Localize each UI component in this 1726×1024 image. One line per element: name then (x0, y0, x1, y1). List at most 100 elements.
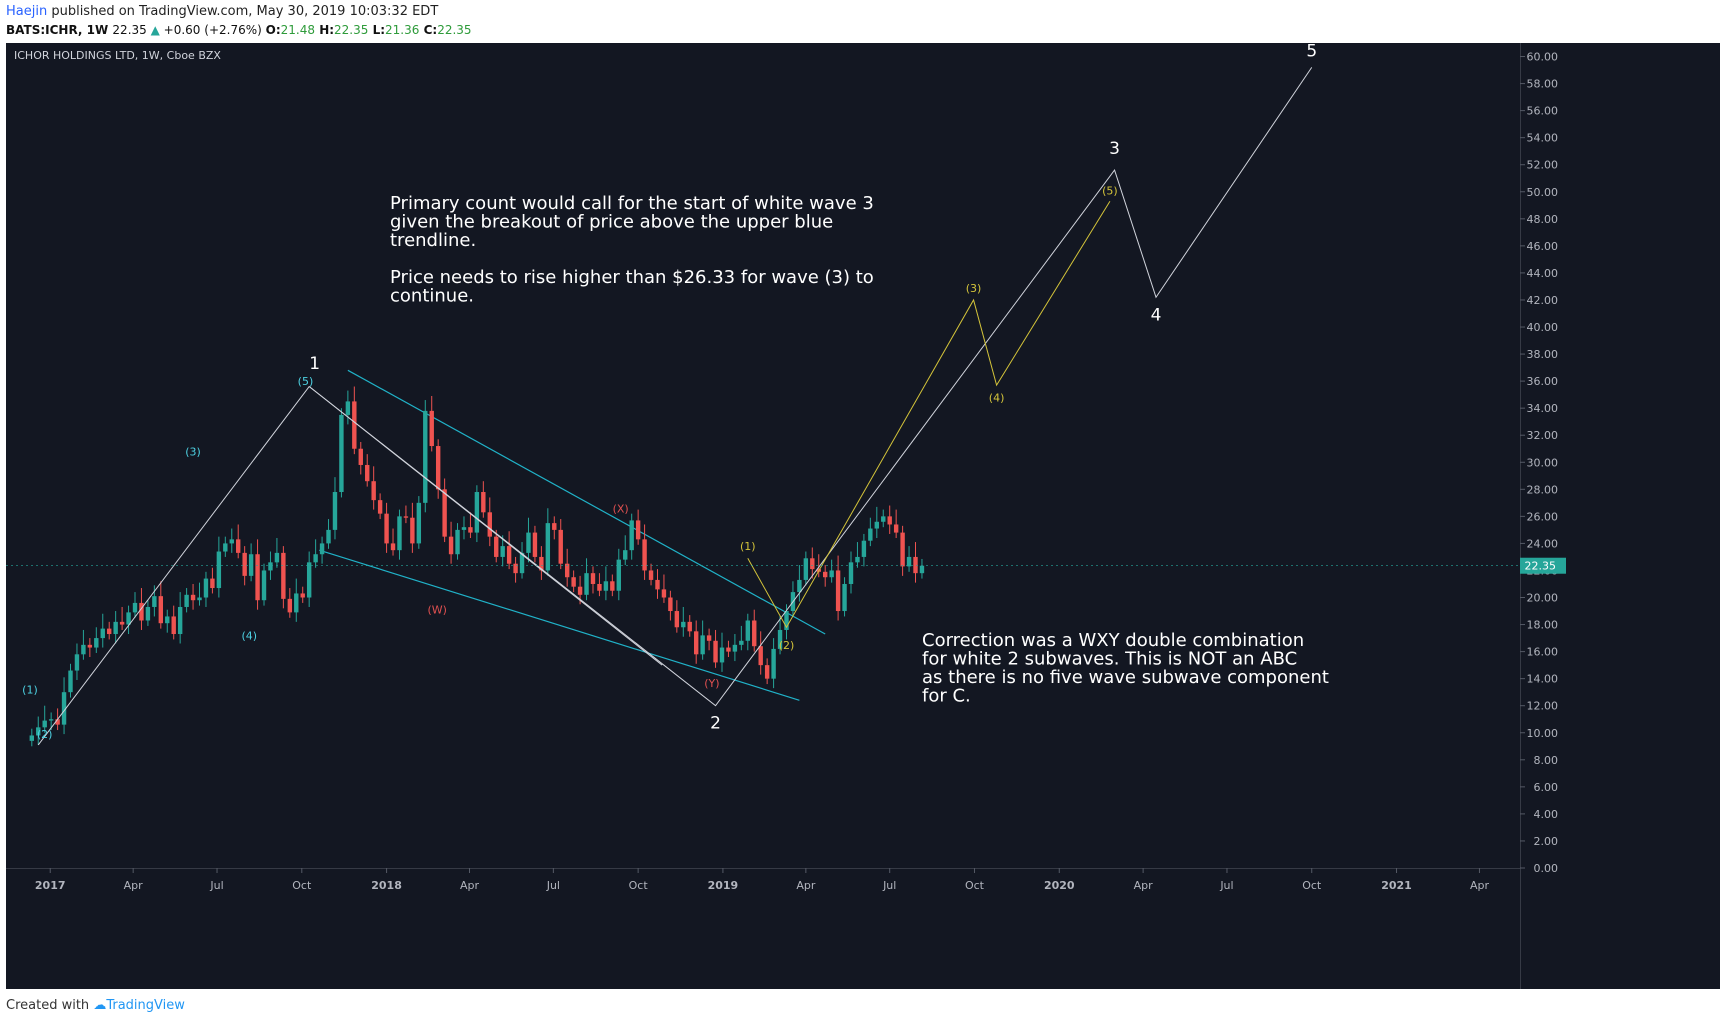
candle-body (771, 648, 776, 679)
red-wave-x-label: (X) (613, 502, 629, 515)
high-label: H: (319, 23, 335, 37)
publish-info: published on TradingView.com, May 30, 20… (51, 4, 439, 19)
last-price-tag: 22.35 (6, 557, 1566, 574)
candle-body (616, 559, 621, 591)
y-tick-label: 40.00 (1527, 321, 1559, 334)
high-value: 22.35 (334, 23, 369, 37)
x-tick-label: Apr (796, 879, 816, 892)
candle-body (68, 670, 73, 693)
x-tick-label: Jul (546, 879, 560, 892)
candle-body (893, 524, 899, 533)
candle-body (474, 492, 480, 533)
candle-body (706, 635, 712, 641)
trendline (319, 549, 800, 701)
y-tick-label: 16.00 (1527, 646, 1559, 659)
candle-body (139, 602, 144, 621)
candle-body (332, 492, 338, 530)
candle-body (300, 593, 305, 598)
low-value: 21.36 (385, 23, 420, 37)
open-label: O: (265, 23, 281, 37)
candle-body (468, 527, 473, 533)
x-tick-label: 2019 (708, 879, 739, 892)
last-price: 22.35 (112, 23, 147, 37)
y-tick-label: 32.00 (1527, 429, 1559, 442)
candle-body (429, 410, 434, 447)
candle-body (145, 606, 151, 621)
candle-body (532, 532, 538, 557)
y-tick-label: 60.00 (1527, 51, 1559, 64)
candle-body (294, 593, 299, 613)
chart-title: ICHOR HOLDINGS LTD, 1W, Cboe BZX (14, 49, 221, 62)
correction-note-line: as there is no five wave subwave compone… (922, 667, 1329, 688)
chart-header: Haejin published on TradingView.com, May… (6, 2, 472, 40)
white-wave-5-label: 5 (1306, 43, 1317, 62)
candle-body (797, 579, 802, 593)
white-wave-path (37, 67, 1313, 746)
candle-body (126, 612, 131, 625)
candle-body (726, 647, 731, 652)
candle-body (455, 529, 460, 555)
y-tick-label: 4.00 (1534, 808, 1559, 821)
candle-body (758, 646, 763, 666)
y-tick-label: 8.00 (1534, 754, 1559, 767)
last-price-box (1520, 557, 1566, 574)
candle-body (377, 500, 383, 514)
candle-body (597, 583, 602, 591)
tradingview-link[interactable]: TradingView (106, 998, 185, 1013)
candle-body (345, 401, 351, 415)
candle-body (564, 563, 570, 578)
candle-body (248, 554, 254, 576)
x-tick-label: Oct (292, 879, 312, 892)
candle-body (855, 556, 860, 563)
candle-body (190, 594, 196, 601)
candle-body (107, 628, 112, 635)
author-link[interactable]: Haejin (6, 4, 48, 19)
y-tick-label: 20.00 (1527, 592, 1559, 605)
candle-body (539, 556, 544, 571)
yellow-wave-4-label: (4) (989, 391, 1005, 404)
candle-body (526, 532, 531, 553)
candle-body (261, 570, 267, 601)
candle-body (842, 583, 847, 612)
candle-body (397, 516, 402, 551)
red-wave-y-label: (Y) (704, 677, 719, 690)
candle-body (403, 516, 409, 518)
candle-body (158, 596, 164, 624)
candle-body (848, 562, 854, 584)
candle-body (874, 521, 880, 529)
candle-body (274, 552, 280, 563)
candle-body (571, 577, 576, 587)
candle-body (713, 640, 718, 663)
candle-body (552, 523, 557, 530)
candle-body (635, 520, 641, 540)
candle-body (87, 644, 93, 648)
time-axis-divider (6, 868, 1520, 869)
candle-body (229, 539, 234, 544)
candle-body (61, 692, 67, 725)
y-tick-label: 52.00 (1527, 159, 1559, 172)
candle-body (745, 620, 750, 641)
candle-body (623, 550, 628, 560)
created-with-text: Created with (6, 998, 90, 1013)
close-label: C: (423, 23, 438, 37)
candle-body (919, 565, 925, 574)
chart-area[interactable]: 0.00 2.00 4.00 6.00 8.00 10.00 12.00 14.00 16.00… (6, 42, 1720, 989)
candle-body (481, 492, 486, 513)
candle-body (197, 597, 202, 601)
cyan-wave-2-label: (2) (37, 728, 53, 741)
candle-body (184, 594, 189, 607)
candle-body (100, 628, 105, 639)
candle-body (281, 552, 286, 599)
candle-body (681, 621, 686, 628)
y-tick-label: 36.00 (1527, 375, 1559, 388)
price-chart[interactable]: 0.00 2.00 4.00 6.00 8.00 10.00 12.00 14.00 16.00… (6, 42, 1720, 989)
candle-body (777, 629, 783, 649)
candle-body (55, 719, 60, 725)
x-tick-label: Apr (124, 879, 144, 892)
candle-body (416, 502, 422, 544)
price-change: +0.60 (+2.76%) (163, 23, 262, 37)
candle-body (326, 529, 331, 544)
time-axis: 2017 Apr Jul Oct 2018 Apr Jul Oct 2019 Apr Jul Oct 2… (35, 868, 1489, 892)
candle-body (500, 546, 505, 557)
y-tick-label: 34.00 (1527, 402, 1559, 415)
